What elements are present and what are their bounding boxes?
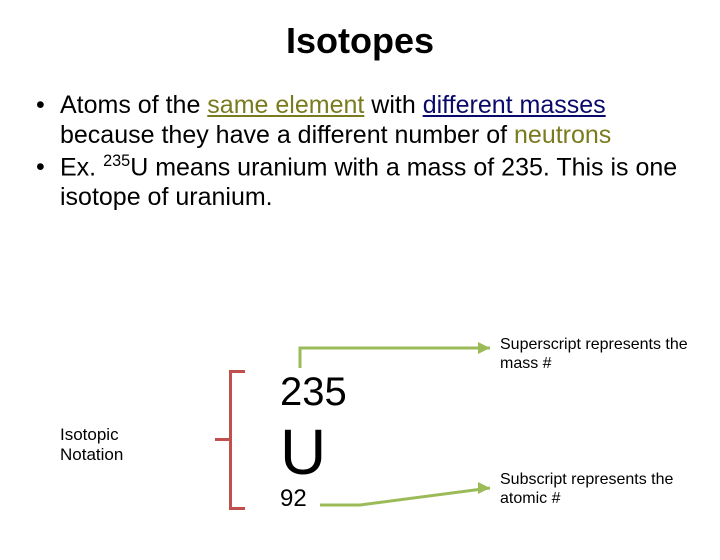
b1-p1: Atoms of the (60, 91, 207, 119)
b2-p2: U means uranium with a mass of 235. This… (60, 153, 677, 211)
annotation-superscript: Superscript represents the mass # (500, 335, 700, 373)
b1-p2: with (364, 91, 422, 119)
bullet-1: Atoms of the same element with different… (36, 90, 684, 150)
b1-same-element: same element (207, 91, 364, 119)
isotopic-notation-diagram: Isotopic Notation 235 U 92 Superscript r… (0, 330, 720, 550)
bullet-list: Atoms of the same element with different… (36, 90, 684, 212)
arrow-sub-head (478, 482, 490, 494)
b1-diff-masses: different masses (423, 91, 606, 119)
b2-p1: Ex. (60, 153, 103, 181)
b1-neutrons: neutrons (514, 121, 611, 149)
bullet-2: Ex. 235U means uranium with a mass of 23… (36, 152, 684, 212)
page-title: Isotopes (0, 20, 720, 62)
annotation-subscript: Subscript represents the atomic # (500, 470, 700, 508)
arrow-sub-path (320, 488, 490, 505)
b2-sup: 235 (103, 152, 130, 170)
b1-p3: because they have a different number of (60, 121, 514, 149)
